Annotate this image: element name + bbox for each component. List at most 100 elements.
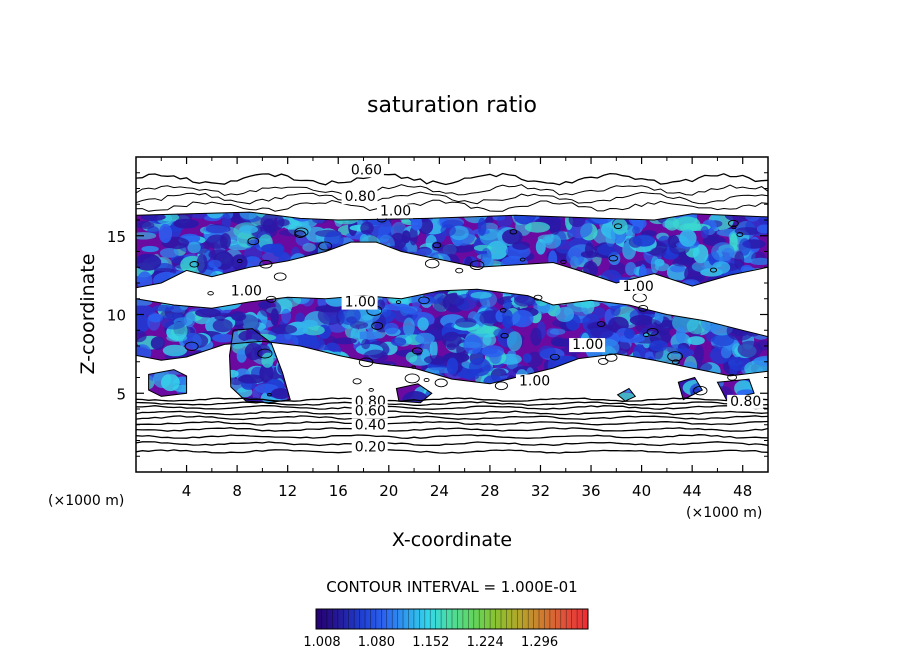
contour-island bbox=[368, 388, 374, 392]
contour-island bbox=[189, 261, 200, 268]
x-tick-label: 4 bbox=[182, 482, 192, 500]
contour-island bbox=[267, 393, 272, 397]
contour-island bbox=[604, 353, 618, 362]
contour-island bbox=[560, 259, 567, 265]
chart-title: saturation ratio bbox=[367, 93, 537, 118]
contour-label: 1.00 bbox=[380, 203, 411, 219]
x-tick-label: 44 bbox=[683, 482, 702, 500]
contour-island bbox=[533, 294, 543, 301]
contour-island bbox=[596, 321, 606, 327]
x-tick-label: 16 bbox=[329, 482, 348, 500]
contour-label: 1.00 bbox=[231, 284, 262, 300]
contour-island bbox=[236, 259, 243, 264]
contour-line bbox=[136, 420, 768, 426]
y-axis-ticks: 5 10 15 bbox=[107, 172, 768, 457]
contour-line bbox=[136, 415, 768, 421]
contour-island bbox=[404, 373, 420, 384]
contour-island bbox=[494, 381, 508, 391]
contour-label: 0.60 bbox=[355, 403, 386, 419]
contour-1-00 bbox=[616, 387, 637, 402]
contour-island bbox=[395, 300, 402, 304]
x-tick-label: 24 bbox=[430, 482, 449, 500]
contour-label-bg bbox=[227, 284, 264, 299]
contour-line bbox=[136, 199, 768, 212]
contour-island bbox=[318, 241, 333, 251]
contour-label: 0.40 bbox=[355, 418, 386, 434]
colorbar-labels: 1.008 1.080 1.152 1.224 1.296 bbox=[303, 635, 558, 650]
contour-line bbox=[136, 401, 768, 406]
contour-1-00 bbox=[136, 211, 768, 289]
contour-island bbox=[509, 229, 518, 235]
contour-line bbox=[136, 427, 768, 432]
contour-label-bg bbox=[347, 163, 384, 178]
contour-island bbox=[597, 357, 609, 365]
contour-1-00 bbox=[716, 378, 755, 401]
contour-island bbox=[709, 267, 718, 273]
x-axis-label: X-coordinate bbox=[392, 529, 512, 551]
contour-1-00 bbox=[148, 369, 188, 397]
contour-label-bg bbox=[377, 204, 413, 219]
contour-label: 1.00 bbox=[623, 279, 654, 295]
contour-island bbox=[736, 232, 744, 237]
x-unit-left: (×1000 m) bbox=[48, 493, 124, 509]
colorbar-label: 1.224 bbox=[467, 635, 504, 650]
contour-island bbox=[434, 378, 448, 388]
contour-label: 1.00 bbox=[572, 337, 603, 353]
x-unit-right: (×1000 m) bbox=[686, 505, 762, 521]
contour-island bbox=[499, 308, 507, 313]
colorbar-ticks bbox=[315, 609, 589, 629]
contour-island bbox=[519, 257, 526, 262]
contour-island bbox=[418, 296, 430, 305]
contour-island bbox=[184, 341, 199, 351]
x-tick-label: 8 bbox=[232, 482, 242, 500]
contour-label: 0.60 bbox=[351, 162, 382, 178]
contour-island bbox=[257, 348, 273, 359]
contour-island bbox=[613, 223, 623, 230]
contour-1-00 bbox=[228, 328, 291, 404]
contour-line bbox=[136, 434, 768, 439]
contour-1-00 bbox=[677, 376, 704, 401]
x-tick-label: 32 bbox=[531, 482, 550, 500]
colorbar-label: 1.008 bbox=[303, 635, 340, 650]
contour-island bbox=[550, 353, 560, 361]
contour-island bbox=[638, 304, 649, 312]
contour-line bbox=[136, 172, 768, 186]
contour-label: 1.00 bbox=[345, 295, 376, 311]
contour-island bbox=[273, 272, 287, 281]
contour-labels: 0.600.801.001.001.001.001.001.000.800.60… bbox=[227, 162, 764, 456]
contour-label-bg bbox=[516, 374, 552, 389]
contour-label: 0.20 bbox=[355, 440, 386, 456]
contour-island bbox=[646, 327, 659, 336]
contour-line bbox=[136, 191, 768, 205]
contour-island bbox=[259, 259, 273, 269]
contour-island bbox=[247, 237, 260, 246]
contour-label-bg bbox=[341, 190, 378, 205]
contour-island bbox=[432, 242, 442, 249]
contour-island bbox=[693, 385, 708, 396]
contour-island bbox=[727, 374, 738, 381]
contour-label-bg bbox=[569, 338, 606, 353]
contour-island bbox=[294, 227, 309, 237]
contour-label-bg bbox=[619, 279, 656, 294]
contour-island bbox=[411, 347, 423, 355]
contour-label-bg bbox=[727, 394, 764, 409]
contour-label: 0.80 bbox=[730, 394, 761, 410]
contour-island bbox=[608, 255, 619, 262]
contour-island bbox=[207, 291, 214, 296]
y-axis-label: Z-coordinate bbox=[77, 254, 99, 375]
contour-island bbox=[469, 260, 485, 271]
colorbar-label: 1.080 bbox=[358, 635, 395, 650]
contour-island bbox=[667, 351, 683, 362]
contour-island bbox=[671, 359, 680, 365]
colorbar-label: 1.296 bbox=[521, 635, 558, 650]
contour-island bbox=[294, 230, 306, 238]
contour-label: 1.00 bbox=[519, 373, 550, 389]
contour-1-00 bbox=[395, 383, 433, 404]
contour-line bbox=[136, 441, 768, 447]
x-tick-label: 20 bbox=[379, 482, 398, 500]
contour-line bbox=[136, 449, 768, 454]
x-tick-label: 36 bbox=[581, 482, 600, 500]
contour-label-bg bbox=[351, 440, 388, 455]
contour-island bbox=[424, 258, 440, 269]
contour-label-bg bbox=[351, 404, 388, 419]
